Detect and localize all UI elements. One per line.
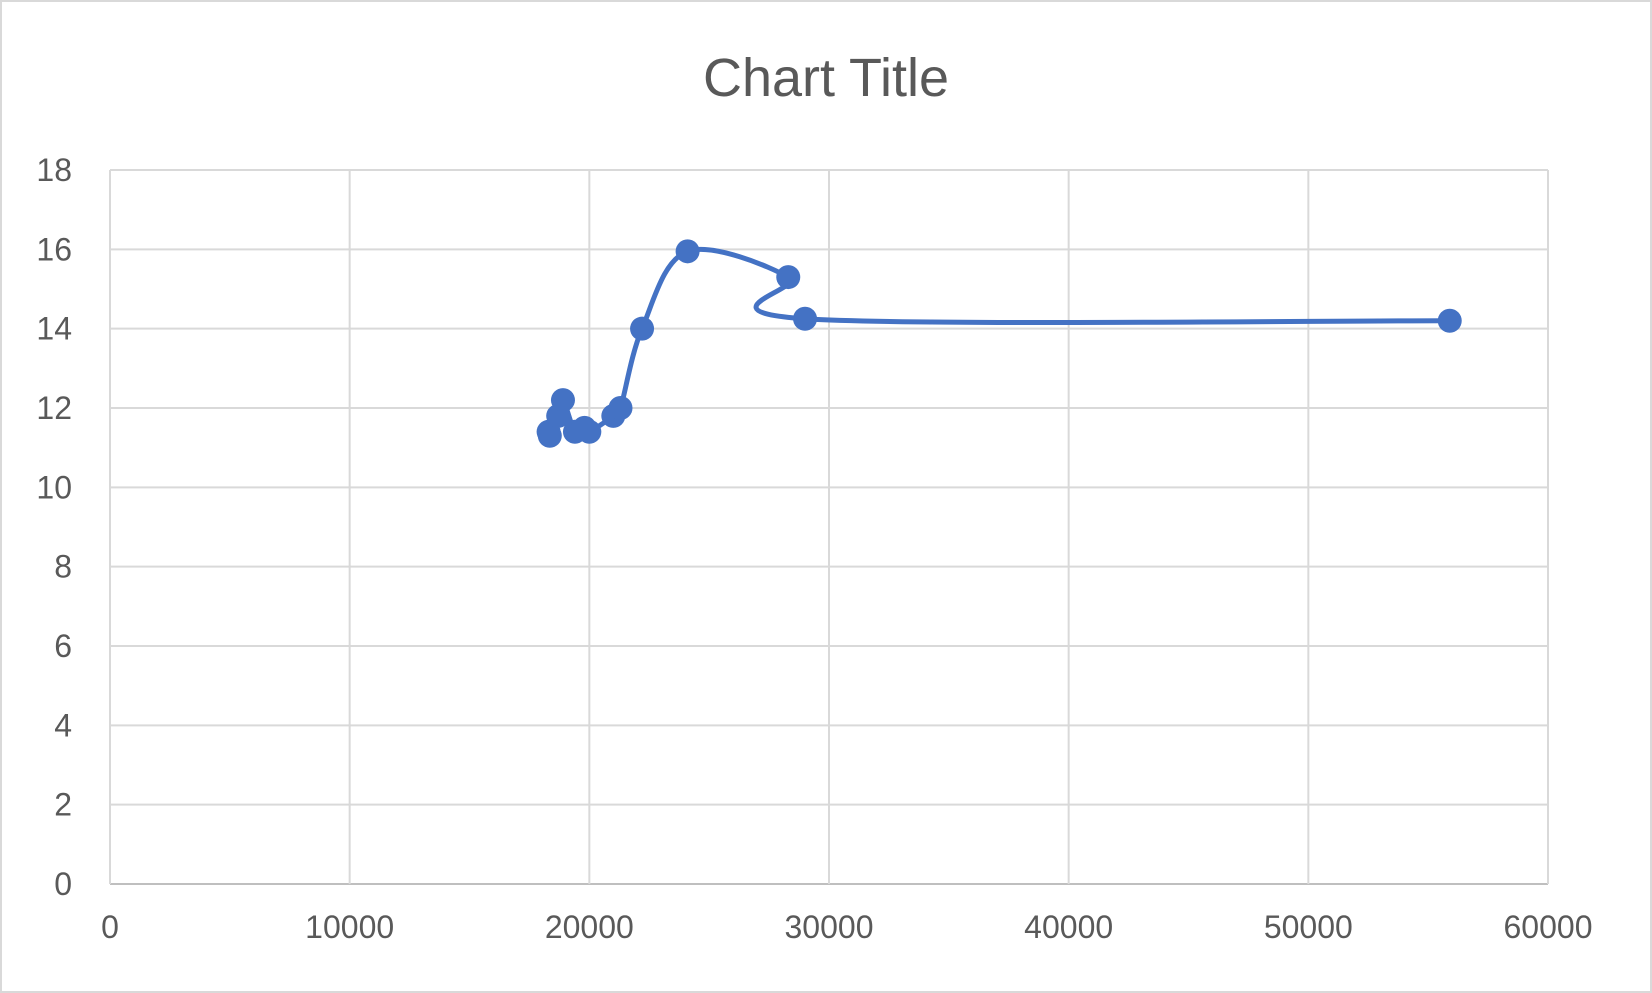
series-markers (536, 239, 1462, 448)
data-point (675, 239, 700, 264)
data-point (1437, 308, 1462, 333)
x-tick-label: 20000 (545, 909, 634, 945)
x-tick-label: 40000 (1024, 909, 1113, 945)
x-tick-label: 50000 (1264, 909, 1353, 945)
y-tick-label: 12 (36, 390, 72, 426)
y-tick-label: 14 (36, 311, 72, 347)
y-tick-label: 10 (36, 469, 72, 505)
y-tick-label: 4 (54, 707, 72, 743)
x-tick-label: 30000 (785, 909, 874, 945)
data-point (630, 316, 655, 341)
y-tick-labels: 0 2 4 6 8 10 12 14 16 18 (36, 152, 72, 902)
y-tick-label: 2 (54, 787, 72, 823)
gridlines (109, 169, 1549, 885)
data-point (577, 419, 602, 444)
x-tick-label: 0 (101, 909, 119, 945)
data-point (776, 265, 801, 290)
y-tick-label: 0 (54, 866, 72, 902)
x-tick-labels: 0 10000 20000 30000 40000 50000 60000 (101, 909, 1592, 945)
y-tick-label: 8 (54, 549, 72, 585)
y-tick-label: 6 (54, 628, 72, 664)
y-tick-label: 16 (36, 231, 72, 267)
x-tick-label: 60000 (1504, 909, 1593, 945)
chart-title: Chart Title (703, 48, 949, 108)
data-point (793, 306, 818, 331)
y-tick-label: 18 (36, 152, 72, 188)
data-point (537, 423, 562, 448)
data-point (550, 388, 575, 413)
x-tick-label: 10000 (305, 909, 394, 945)
data-point (608, 396, 633, 420)
